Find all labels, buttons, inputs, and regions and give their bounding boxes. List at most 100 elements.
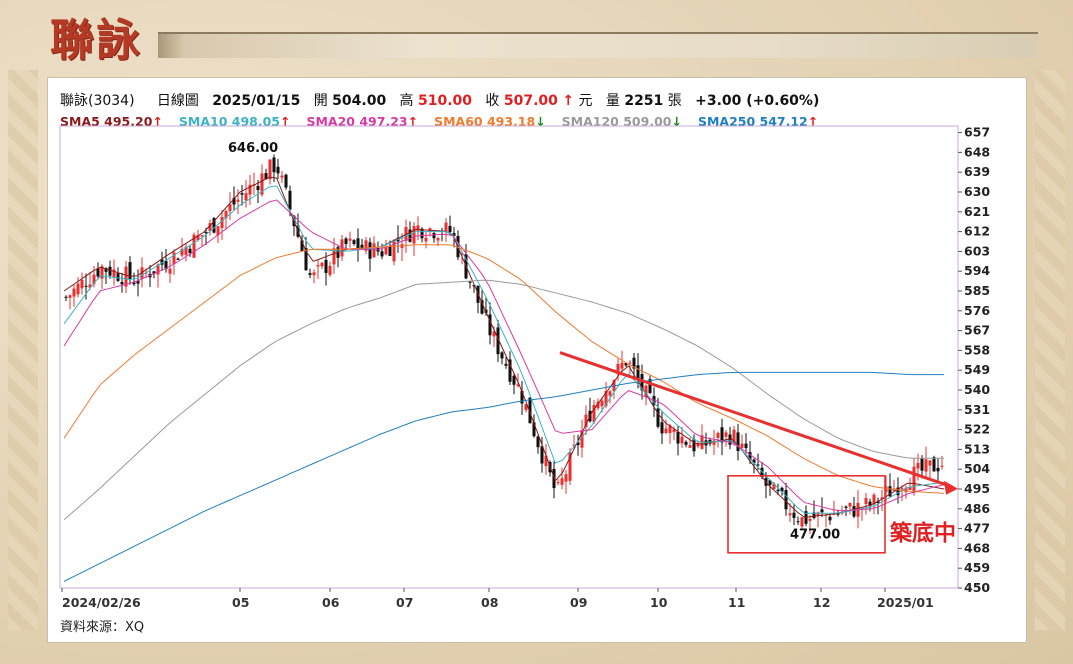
candle-body xyxy=(604,391,608,406)
sma-legend-item: SMA60 493.18↓ xyxy=(434,114,546,129)
candle-body xyxy=(852,506,856,517)
candle-body xyxy=(272,157,276,173)
x-tick-label: 05 xyxy=(232,595,249,610)
candle-body xyxy=(740,443,744,448)
candle-body xyxy=(732,429,736,444)
candle-body xyxy=(132,282,136,285)
y-tick-label: 639 xyxy=(964,164,990,179)
candle-body xyxy=(544,455,548,467)
candle-body xyxy=(260,173,264,195)
candle-body xyxy=(656,408,660,427)
y-tick-label: 522 xyxy=(964,422,990,437)
candle-body xyxy=(332,248,336,265)
candle-body xyxy=(928,460,932,466)
candle-body xyxy=(248,184,252,195)
candle-body xyxy=(736,432,740,452)
candle-body xyxy=(64,296,68,298)
candle-body xyxy=(772,483,776,490)
volume-label: 量 xyxy=(605,93,620,109)
candle-body xyxy=(220,216,224,228)
candle-body xyxy=(408,229,412,242)
candle-body xyxy=(600,400,604,407)
candle-body xyxy=(368,242,372,259)
candle-body xyxy=(76,283,80,295)
candle-body xyxy=(108,266,112,276)
candle-body xyxy=(936,467,940,472)
candle-body xyxy=(448,225,452,233)
candle-body xyxy=(568,452,572,481)
candle-body xyxy=(528,397,532,424)
candle-body xyxy=(300,240,304,252)
close-label: 收 xyxy=(485,93,500,109)
open-label: 開 xyxy=(313,93,328,109)
candle-body xyxy=(668,425,672,434)
title-bar xyxy=(158,32,1038,58)
candle-body xyxy=(760,467,764,477)
candle-body xyxy=(156,264,160,275)
candle-body xyxy=(824,514,828,516)
candle-body xyxy=(236,199,240,202)
candle-body xyxy=(660,422,664,434)
candle-body xyxy=(844,506,848,508)
candle-body xyxy=(184,246,188,255)
candle-body xyxy=(208,223,212,231)
candle-body xyxy=(420,228,424,239)
volume-unit: 張 xyxy=(667,93,682,109)
y-tick-label: 531 xyxy=(964,402,990,417)
y-tick-label: 630 xyxy=(964,184,990,199)
candle-body xyxy=(724,432,728,437)
candle-body xyxy=(624,363,628,366)
candle-body xyxy=(940,465,944,467)
candle-body xyxy=(636,365,640,380)
candle-body xyxy=(780,487,784,492)
sma-legend-label: SMA20 497.23 xyxy=(306,114,408,129)
candle-body xyxy=(540,446,544,464)
candle-body xyxy=(648,379,652,394)
candle-body xyxy=(308,273,312,275)
page-title: 聯詠 xyxy=(50,15,142,66)
trendline-arrowhead xyxy=(944,480,958,495)
candle-body xyxy=(904,487,908,492)
candle-body xyxy=(896,487,900,496)
candle-body xyxy=(164,260,168,270)
open-value: 504.00 xyxy=(332,93,387,109)
candle-body xyxy=(136,280,140,284)
candle-body xyxy=(560,478,564,485)
candle-body xyxy=(784,490,788,510)
candle-body xyxy=(632,357,636,369)
candle-body xyxy=(864,498,868,505)
candle-body xyxy=(756,464,760,466)
candle-body xyxy=(204,232,208,234)
sma-legend-item: SMA10 498.05↑ xyxy=(179,114,291,129)
candle-body xyxy=(800,517,804,527)
sma-legend-item: SMA250 547.12↑ xyxy=(698,114,818,129)
x-tick-label: 2024/02/26 xyxy=(62,595,141,610)
candle-body xyxy=(100,266,104,279)
candle-body xyxy=(620,362,624,369)
sma-legend-label: SMA120 509.00 xyxy=(561,114,672,129)
candle-body xyxy=(924,459,928,472)
y-tick-label: 495 xyxy=(964,481,990,496)
y-tick-label: 594 xyxy=(964,263,990,278)
sma-legend: SMA5 495.20↑ SMA10 498.05↑ SMA20 497.23 ↑ SM… xyxy=(60,114,834,129)
candle-body xyxy=(848,502,852,507)
candle-body xyxy=(284,174,288,188)
trend-arrow-icon: ↑ xyxy=(280,114,291,129)
candle-body xyxy=(492,331,496,337)
candle-body xyxy=(384,246,388,255)
candle-body xyxy=(88,284,92,288)
close-up-arrow-icon: ↑ xyxy=(562,93,575,109)
candle-body xyxy=(320,262,324,267)
candle-body xyxy=(224,211,228,219)
candle-body xyxy=(84,285,88,287)
sma-legend-item: SMA5 495.20↑ xyxy=(60,114,163,129)
candle-body xyxy=(808,518,812,521)
candle-body xyxy=(196,235,200,241)
candle-body xyxy=(276,166,280,174)
candle-body xyxy=(520,390,524,404)
candle-body xyxy=(580,430,584,448)
candle-body xyxy=(508,359,512,382)
candle-body xyxy=(452,233,456,236)
candle-body xyxy=(216,226,220,236)
y-tick-label: 504 xyxy=(964,461,990,476)
